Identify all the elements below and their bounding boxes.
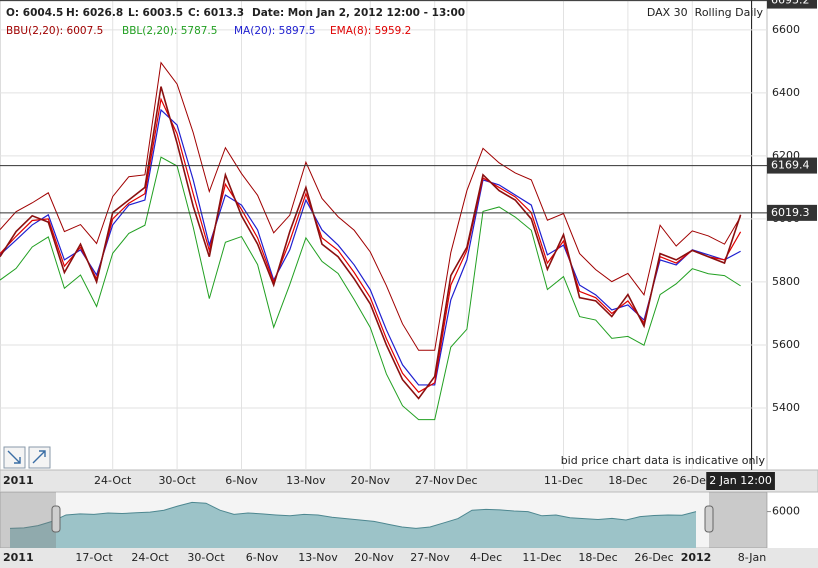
year-label: 2011 bbox=[3, 551, 34, 564]
navigator-controls bbox=[0, 492, 767, 548]
x-tick-label: 24-Oct bbox=[131, 551, 169, 564]
ohlc-info: O: 6004.5 bbox=[6, 7, 63, 19]
x-tick-label: 24-Oct bbox=[94, 474, 132, 487]
x-tick-label: 20-Nov bbox=[351, 474, 391, 487]
navigator-axis-band bbox=[0, 548, 818, 568]
legend-entry: MA(20): 5897.5 bbox=[234, 25, 315, 37]
reference-label-bg bbox=[767, 157, 817, 174]
y-tick-label: 5400 bbox=[772, 401, 800, 414]
x-tick-label: 6-Nov bbox=[246, 551, 279, 564]
y-tick-label: 5600 bbox=[772, 338, 800, 351]
reference-label: 6019.3 bbox=[771, 206, 810, 219]
x-tick-label: 13-Nov bbox=[286, 474, 326, 487]
chart-title: DAX 30 Rolling Daily bbox=[647, 6, 764, 19]
legend-entry: BBL(2,20): 5787.5 bbox=[122, 25, 217, 37]
arrow-down-icon bbox=[7, 450, 21, 464]
x-tick-label: 11-Dec bbox=[544, 474, 583, 487]
ohlc-info: L: 6003.5 bbox=[128, 7, 183, 19]
x-tick-label: 26-Dec bbox=[673, 474, 712, 487]
y-tick-label: 6400 bbox=[772, 86, 800, 99]
x-tick-label: 27-Nov bbox=[410, 551, 450, 564]
x-tick-label: 20-Nov bbox=[354, 551, 394, 564]
series-line bbox=[0, 156, 741, 421]
navigator-handle-left[interactable] bbox=[51, 505, 61, 533]
reference-label: 6169.4 bbox=[771, 159, 810, 172]
x-tick-label: 13-Nov bbox=[298, 551, 338, 564]
y-tick-label: 5800 bbox=[772, 275, 800, 288]
plot-clip-group bbox=[0, 61, 742, 421]
x-tick-label: 2012 bbox=[681, 551, 712, 564]
x-tick-label: 17-Oct bbox=[75, 551, 113, 564]
cursor-label-bg bbox=[706, 472, 775, 490]
plot-area bbox=[0, 0, 768, 471]
arrow-up-icon bbox=[32, 450, 46, 464]
navigator-area-fill bbox=[10, 502, 696, 548]
legend-entry: BBU(2,20): 6007.5 bbox=[6, 25, 103, 37]
ohlc-info: Date: Mon Jan 2, 2012 12:00 - 13:00 bbox=[252, 7, 465, 19]
x-tick-label: 8-Jan bbox=[738, 551, 767, 564]
reference-label-bg bbox=[767, 204, 817, 221]
cursor-label: 2 Jan 12:00 bbox=[709, 474, 772, 487]
navigator-line bbox=[9, 501, 697, 529]
x-tick-label: 18-Dec bbox=[578, 551, 617, 564]
zoom-in-button[interactable] bbox=[28, 446, 51, 469]
x-tick-label: 30-Oct bbox=[187, 551, 225, 564]
ohlc-info: C: 6013.3 bbox=[188, 7, 244, 19]
x-tick-label: 18-Dec bbox=[608, 474, 647, 487]
zoom-buttons bbox=[3, 446, 51, 469]
y-tick-label: 6600 bbox=[772, 23, 800, 36]
x-tick-label: 6-Nov bbox=[225, 474, 258, 487]
x-tick-label: 30-Oct bbox=[158, 474, 196, 487]
y-tick-label: 6000 bbox=[772, 505, 800, 518]
year-label: 2011 bbox=[3, 474, 34, 487]
legend-entry: EMA(8): 5959.2 bbox=[330, 25, 411, 37]
reference-label-bg bbox=[767, 0, 817, 9]
disclaimer: bid price chart data is indicative only bbox=[561, 454, 766, 467]
navigator-mask-right bbox=[709, 492, 767, 548]
reference-label: 6693.2 bbox=[771, 0, 810, 7]
series-line bbox=[0, 61, 742, 351]
x-tick-label: 26-Dec bbox=[634, 551, 673, 564]
price-line bbox=[0, 86, 742, 400]
ohlc-info: H: 6026.8 bbox=[66, 7, 123, 19]
x-tick-label: Dec bbox=[456, 474, 477, 487]
navigator-mask-left bbox=[0, 492, 56, 548]
navigator-handle-right[interactable] bbox=[704, 505, 714, 533]
x-tick-label: 4-Dec bbox=[470, 551, 502, 564]
x-tick-label: 27-Nov bbox=[415, 474, 455, 487]
x-tick-label: 11-Dec bbox=[522, 551, 561, 564]
